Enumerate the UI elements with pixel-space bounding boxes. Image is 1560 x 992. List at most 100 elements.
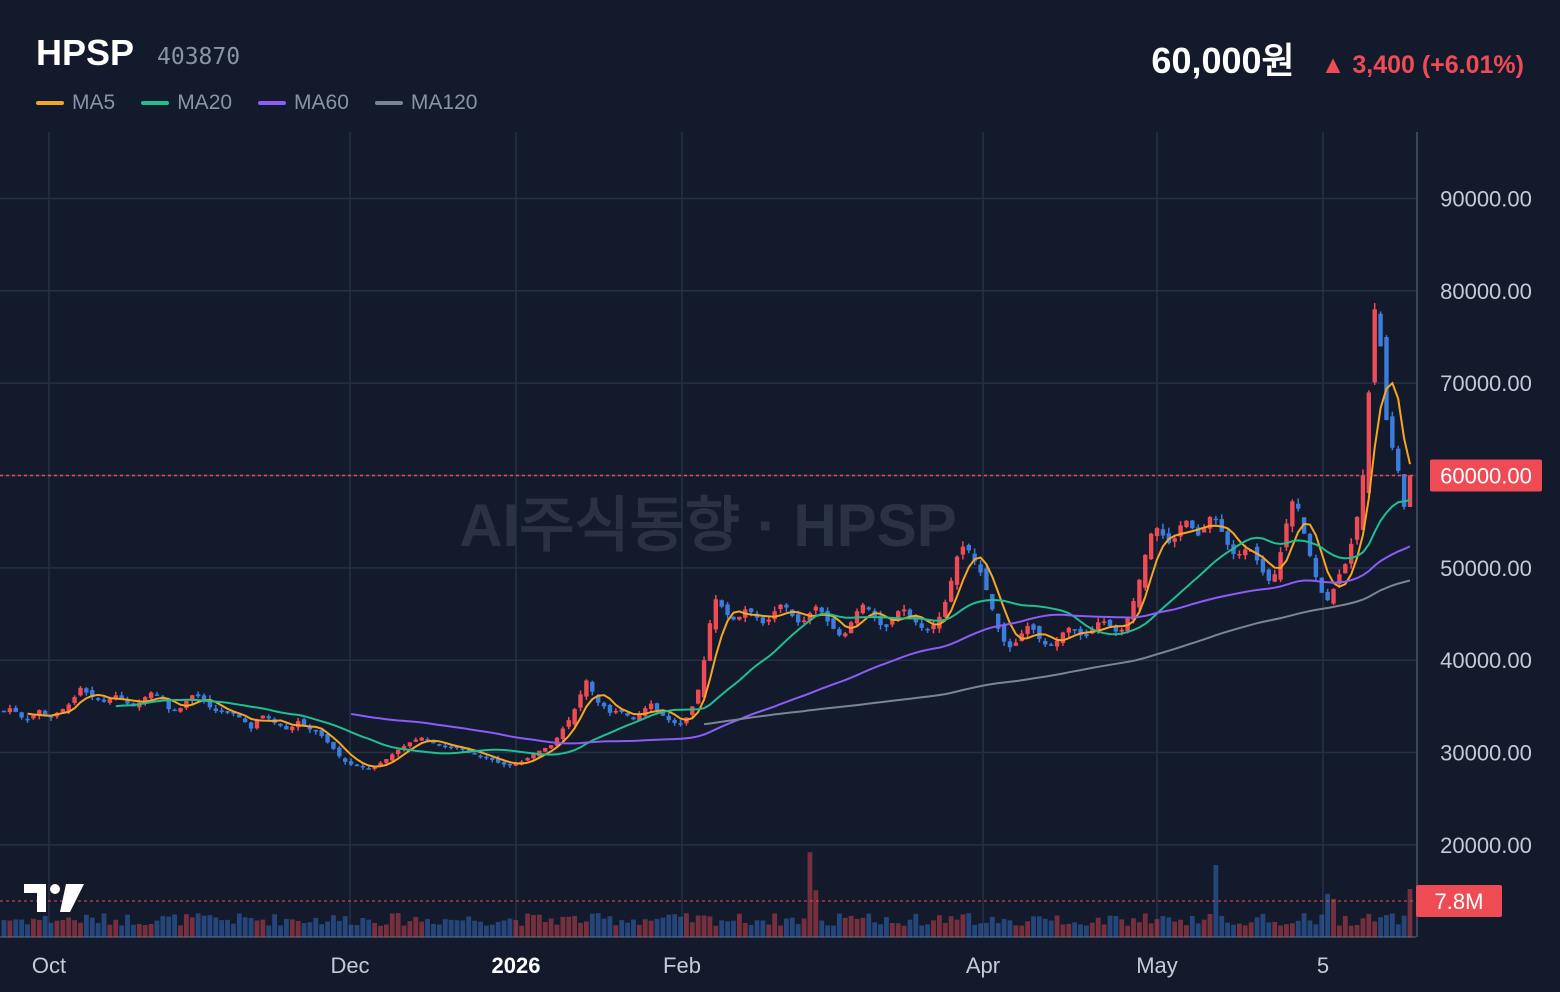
legend-item-ma60[interactable]: MA60 xyxy=(258,91,349,115)
volume-bar xyxy=(1272,921,1278,937)
candle-body xyxy=(1078,628,1083,636)
candle-body xyxy=(513,763,519,766)
candle-body xyxy=(325,734,330,743)
candle-body xyxy=(1184,520,1189,528)
last-price-line xyxy=(0,474,1416,902)
candle-body xyxy=(1360,475,1366,530)
volume-bar xyxy=(842,917,848,937)
volume-bar xyxy=(584,921,589,937)
candle-body xyxy=(160,696,166,701)
volume-bar xyxy=(807,852,813,937)
volume-bar xyxy=(589,913,595,937)
volume-bar xyxy=(1254,917,1260,937)
last-price-tag-label: 60000.00 xyxy=(1440,464,1532,489)
candle-body xyxy=(713,599,719,630)
last-price-tag-bg xyxy=(1430,459,1542,492)
candle-body xyxy=(990,594,995,610)
volume-bar xyxy=(625,922,630,937)
volume-bar xyxy=(54,920,60,937)
x-tick-label: Apr xyxy=(966,953,1000,978)
volume-bar xyxy=(789,917,795,937)
candle-body xyxy=(1213,518,1219,521)
volume-bar xyxy=(501,920,507,937)
volume-bar xyxy=(360,917,366,937)
candle-body xyxy=(472,753,477,755)
volume-bar xyxy=(748,924,754,937)
legend-swatch-ma120 xyxy=(374,101,403,105)
legend-swatch-ma5 xyxy=(36,101,64,105)
candle-body xyxy=(42,710,48,716)
volume-bar xyxy=(1054,915,1060,937)
candle-body xyxy=(1043,640,1048,645)
ma-line-ma20 xyxy=(115,499,1411,756)
volume-bar xyxy=(1084,925,1089,937)
candle-body xyxy=(401,746,407,749)
volume-bar xyxy=(766,924,772,937)
volume-bar xyxy=(1042,918,1048,937)
candle-body xyxy=(443,745,448,748)
volume-bar xyxy=(695,915,701,937)
legend-item-ma5[interactable]: MA5 xyxy=(36,91,115,115)
volume-bar xyxy=(1331,898,1336,937)
candle-body xyxy=(631,717,636,720)
volume-bar xyxy=(1025,921,1031,937)
candle-body xyxy=(413,739,418,742)
candle-body xyxy=(101,699,107,702)
volume-bar xyxy=(966,913,972,937)
volume-bar xyxy=(913,913,919,937)
candle-body xyxy=(1260,558,1266,573)
candle-body xyxy=(766,619,771,622)
volume-bar xyxy=(784,918,789,937)
candle-body xyxy=(278,723,283,726)
candle-body xyxy=(1001,625,1007,642)
volume-bar xyxy=(1154,919,1160,937)
candle-body xyxy=(578,694,583,708)
volume-tag-label: 7.8M xyxy=(1435,889,1484,914)
volume-bar xyxy=(578,922,583,937)
x-axis: Oct Dec 2026 Feb Apr May 5 xyxy=(32,953,1329,978)
volume-bar xyxy=(1231,924,1236,937)
candle-body xyxy=(78,687,83,696)
candle-body xyxy=(172,709,177,712)
volume-bar xyxy=(83,914,89,937)
candle-body xyxy=(25,718,30,721)
volume-bar xyxy=(954,919,960,937)
volume-bar xyxy=(478,921,483,937)
candle-body xyxy=(543,747,548,752)
volume-bar xyxy=(1384,915,1389,937)
candle-body xyxy=(337,747,342,757)
volume-bar xyxy=(366,919,372,937)
volume-bar xyxy=(678,916,683,937)
volume-bar xyxy=(160,916,166,937)
legend-item-ma120[interactable]: MA120 xyxy=(374,91,477,115)
volume-bar xyxy=(872,922,878,937)
candle-body xyxy=(1237,553,1242,556)
volume-bar xyxy=(201,915,207,937)
ma-line-ma5 xyxy=(27,381,1411,768)
candle-body xyxy=(1348,543,1354,564)
candle-body xyxy=(937,616,942,629)
candle-body xyxy=(460,747,466,750)
legend-item-ma20[interactable]: MA20 xyxy=(141,91,232,115)
candle-body xyxy=(184,700,189,708)
volume-bar xyxy=(472,920,478,937)
volume-bar xyxy=(336,920,342,937)
candle-body xyxy=(795,614,801,623)
y-tick-label: 90000.00 xyxy=(1440,186,1532,211)
candle-body xyxy=(119,695,124,699)
candle-body xyxy=(72,697,77,703)
candle-body xyxy=(260,715,266,719)
candle-body xyxy=(1343,564,1348,574)
candle-body xyxy=(1031,624,1036,630)
candle-body xyxy=(1296,503,1301,509)
volume-bar xyxy=(1095,917,1101,937)
candle-body xyxy=(819,607,824,613)
candle-body xyxy=(1160,529,1166,536)
volume-bar xyxy=(719,920,725,937)
candle-body xyxy=(1384,337,1389,421)
volume-bar xyxy=(1248,922,1254,937)
candle-body xyxy=(248,722,254,729)
volume-bar xyxy=(131,924,136,937)
candle-body xyxy=(390,754,395,761)
